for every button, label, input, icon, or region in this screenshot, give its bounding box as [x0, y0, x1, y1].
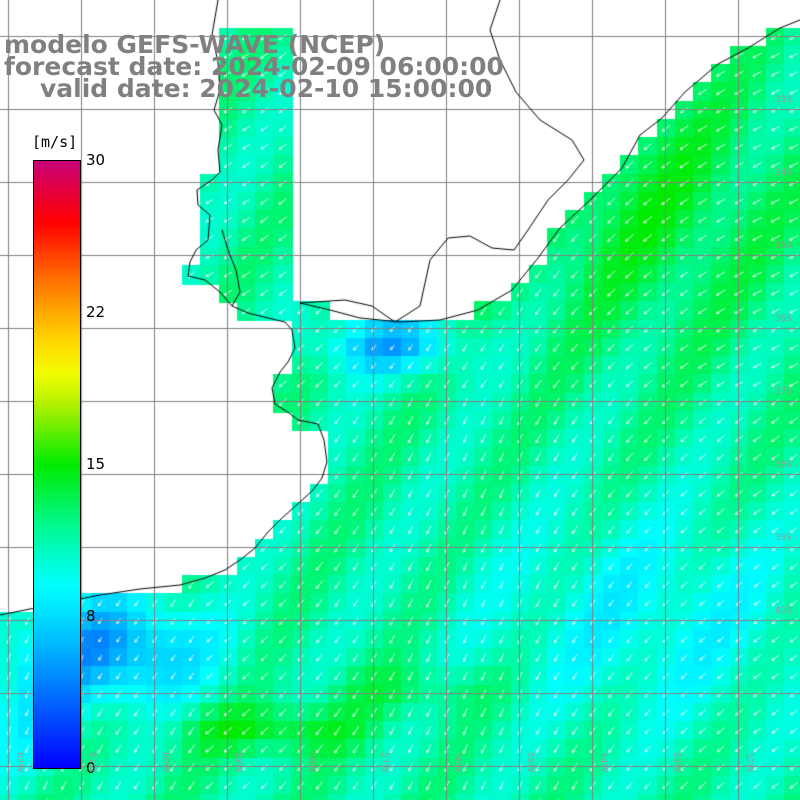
lat-label: 36S	[774, 314, 792, 324]
lon-label: 62W	[14, 752, 24, 773]
lat-label: 35S	[774, 241, 792, 251]
colorbar-tick: 22	[86, 303, 106, 321]
lon-label: 60W	[160, 752, 170, 773]
model-title: modelo GEFS-WAVE (NCEP)	[4, 30, 386, 59]
colorbar-tick: 30	[86, 151, 106, 169]
colorbar-tick: 15	[86, 455, 106, 473]
lat-label: 38S	[774, 460, 792, 470]
colorbar-tick: 8	[86, 607, 96, 625]
lat-label: 39S	[774, 533, 792, 543]
lat-label: 34S	[774, 168, 792, 178]
colorbar	[33, 160, 81, 769]
forecast-date: forecast date: 2024-02-09 06:00:00	[4, 52, 504, 81]
lon-label: 59W	[233, 752, 243, 773]
lat-label: 40S	[774, 606, 792, 616]
lat-label: 33S	[774, 95, 792, 105]
lon-label: 54W	[598, 752, 608, 773]
colorbar-tick: 0	[86, 759, 96, 777]
lon-label: 52W	[744, 752, 754, 773]
lon-label: 55W	[525, 752, 535, 773]
lon-label: 61W	[87, 752, 97, 773]
lon-label: 57W	[379, 752, 389, 773]
lat-label: 37S	[774, 387, 792, 397]
colorbar-unit: [m/s]	[32, 133, 78, 151]
valid-date: valid date: 2024-02-10 15:00:00	[40, 74, 493, 103]
lon-label: 53W	[671, 752, 681, 773]
lon-label: 56W	[452, 752, 462, 773]
lon-label: 58W	[306, 752, 316, 773]
